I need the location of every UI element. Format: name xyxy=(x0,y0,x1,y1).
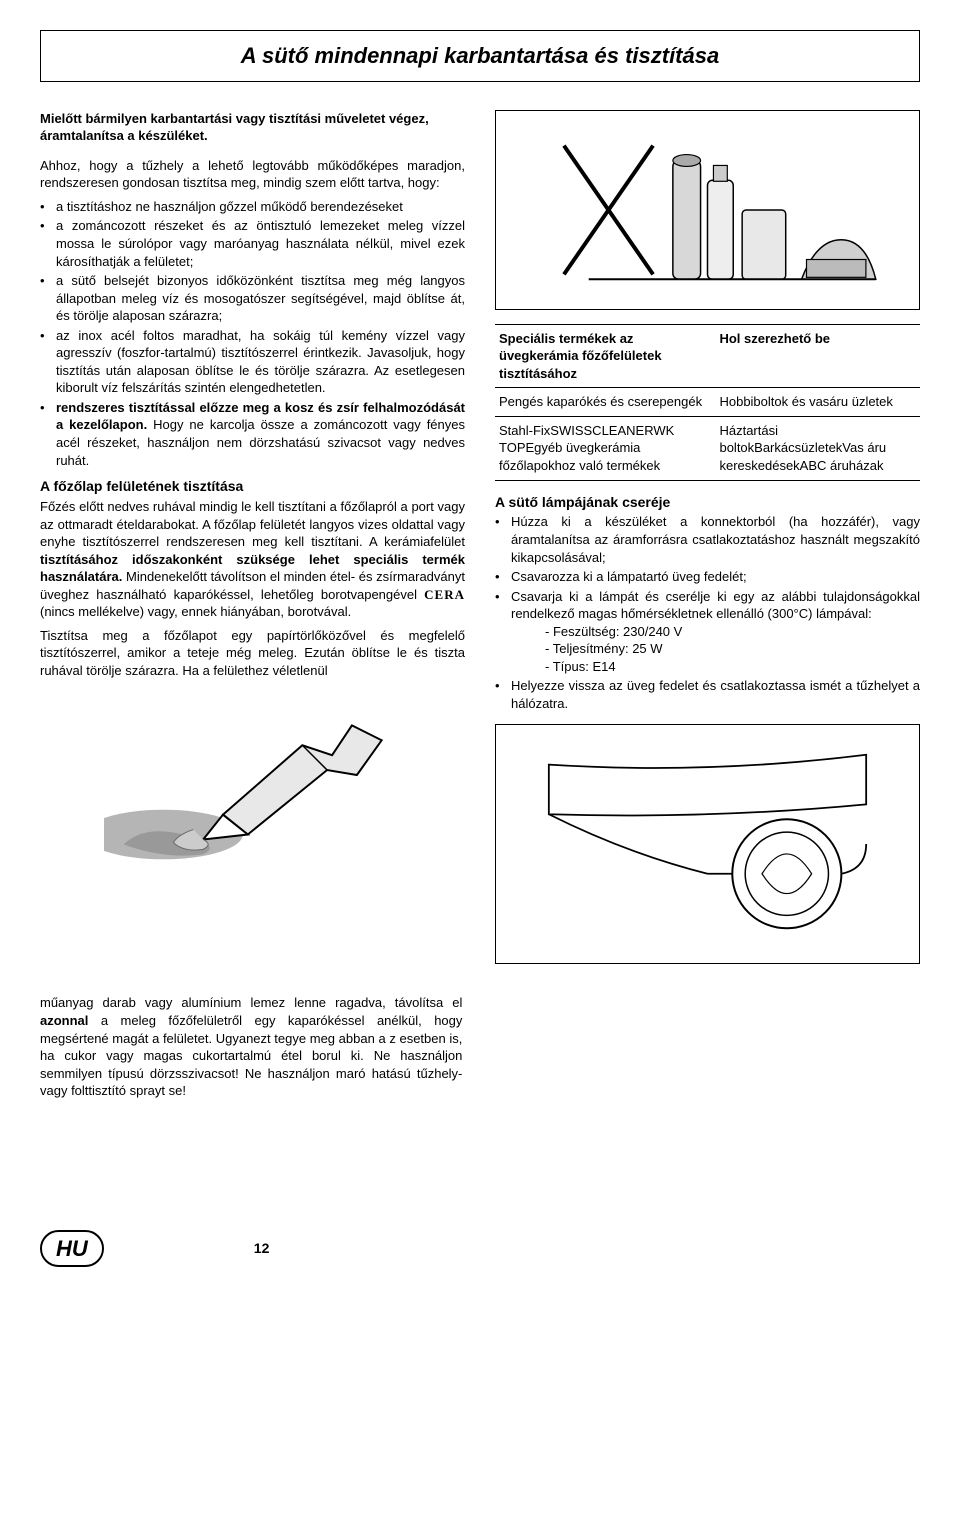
list-item: Csavarja ki a lámpát és cserélje ki egy … xyxy=(495,588,920,676)
list-item: rendszeres tisztítással előzze meg a kos… xyxy=(40,399,465,469)
lamp-list: Húzza ki a készüléket a konnektorból (ha… xyxy=(495,513,920,712)
page-title: A sütő mindennapi karbantartása és tiszt… xyxy=(40,30,920,82)
lamp-specs: Feszültség: 230/240 V Teljesítmény: 25 W… xyxy=(511,623,920,676)
cleaning-products-illustration xyxy=(495,110,920,310)
spec-line: Feszültség: 230/240 V xyxy=(545,623,920,641)
list-item: Csavarozza ki a lámpatartó üveg fedelét; xyxy=(495,568,920,586)
table-header: Speciális termékek az üvegkerámia főzőfe… xyxy=(495,324,715,388)
table-cell: Stahl-FixSWISSCLEANERWK TOPEgyéb üvegker… xyxy=(495,416,715,480)
intro-warning: Mielőtt bármilyen karbantartási vagy tis… xyxy=(40,110,465,145)
bottom-section: műanyag darab vagy alumínium lemez lenne… xyxy=(40,994,920,1099)
two-column-layout: Mielőtt bármilyen karbantartási vagy tis… xyxy=(40,110,920,965)
bottom-para: műanyag darab vagy alumínium lemez lenne… xyxy=(40,994,462,1099)
list-item: Helyezze vissza az üveg fedelet és csatl… xyxy=(495,677,920,712)
cooktop-para-1: Főzés előtt nedves ruhával mindig le kel… xyxy=(40,498,465,621)
list-item: a sütő belsejét bizonyos időközönként ti… xyxy=(40,272,465,325)
products-table: Speciális termékek az üvegkerámia főzőfe… xyxy=(495,324,920,481)
lamp-illustration xyxy=(495,724,920,964)
right-column: Speciális termékek az üvegkerámia főzőfe… xyxy=(495,110,920,965)
table-cell: Háztartási boltokBarkácsüzletekVas áru k… xyxy=(715,416,920,480)
lamp-replace-heading: A sütő lámpájának cseréje xyxy=(495,493,920,512)
left-column: Mielőtt bármilyen karbantartási vagy tis… xyxy=(40,110,465,965)
spec-line: Teljesítmény: 25 W xyxy=(545,640,920,658)
list-item: a zománcozott részeket és az öntisztuló … xyxy=(40,217,465,270)
table-cell: Hobbiboltok és vasáru üzletek xyxy=(715,388,920,417)
list-item: Húzza ki a készüléket a konnektorból (ha… xyxy=(495,513,920,566)
intro-para: Ahhoz, hogy a tűzhely a lehető legtovább… xyxy=(40,157,465,192)
scraper-illustration xyxy=(104,685,402,865)
table-header: Hol szerezhető be xyxy=(715,324,920,388)
maintenance-list: a tisztításhoz ne használjon gőzzel műkö… xyxy=(40,198,465,469)
spec-line: Típus: E14 xyxy=(545,658,920,676)
cooktop-para-2: Tisztítsa meg a főzőlapot egy papírtörlő… xyxy=(40,627,465,680)
page-number: 12 xyxy=(254,1239,270,1258)
list-item: az inox acél foltos maradhat, ha sokáig … xyxy=(40,327,465,397)
language-badge: HU xyxy=(40,1230,104,1268)
table-cell: Pengés kaparókés és cserepengék xyxy=(495,388,715,417)
list-item: a tisztításhoz ne használjon gőzzel műkö… xyxy=(40,198,465,216)
page-footer: HU 12 xyxy=(40,1230,920,1268)
cooktop-cleaning-heading: A főzőlap felületének tisztítása xyxy=(40,477,465,496)
